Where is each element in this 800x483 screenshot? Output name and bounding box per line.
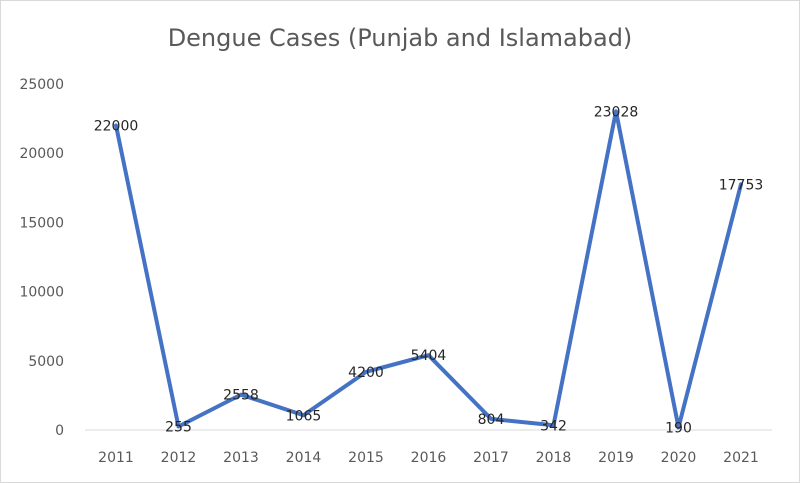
x-tick-label: 2016 [411,450,447,466]
y-axis-ticks: 0 5000 10000 15000 20000 25000 [19,77,64,439]
x-tick-label: 2019 [598,450,634,466]
x-tick-label: 2011 [98,450,134,466]
x-tick-label: 2014 [286,450,322,466]
x-tick-label: 2013 [223,450,259,466]
x-tick-label: 2015 [348,450,384,466]
data-label: 190 [665,420,692,436]
y-tick-label: 10000 [19,285,64,301]
data-label: 2558 [223,388,259,404]
y-tick-label: 0 [55,423,64,439]
y-tick-label: 5000 [28,354,64,370]
x-tick-label: 2020 [661,450,697,466]
data-labels: 22000 255 2558 1065 4200 5404 804 342 23028 190 17… [94,104,764,436]
data-label: 804 [478,412,505,428]
chart-title: Dengue Cases (Punjab and Islamabad) [167,24,633,52]
x-tick-label: 2017 [473,450,509,466]
data-label: 342 [540,418,567,434]
x-tick-label: 2021 [723,450,759,466]
data-label: 1065 [286,408,322,424]
series-line [114,109,743,430]
data-label: 22000 [94,119,139,135]
data-label: 5404 [411,348,447,364]
y-tick-label: 25000 [19,77,64,93]
y-tick-label: 15000 [19,215,64,231]
data-label: 4200 [348,365,384,381]
data-label: 255 [165,419,192,435]
data-label: 23028 [594,104,639,120]
x-tick-label: 2012 [161,450,197,466]
x-tick-label: 2018 [536,450,572,466]
x-axis-ticks: 2011 2012 2013 2014 2015 2016 2017 2018 2019 2020… [98,450,759,466]
y-tick-label: 20000 [19,146,64,162]
data-label: 17753 [719,177,764,193]
